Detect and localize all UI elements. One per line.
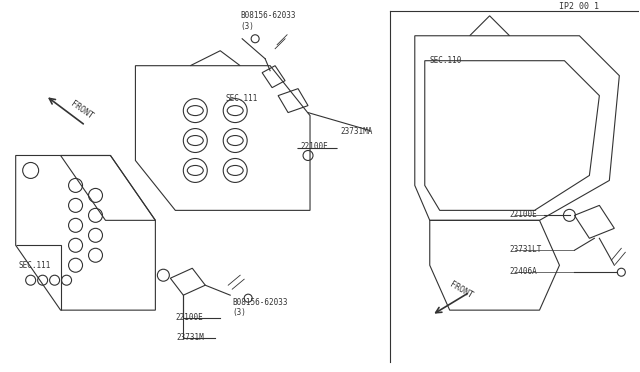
Text: SEC.110: SEC.110 [429, 56, 462, 65]
Text: 23731MA: 23731MA [340, 126, 372, 135]
Text: 23731M: 23731M [177, 333, 204, 342]
Text: B08156-62033
(3): B08156-62033 (3) [240, 12, 296, 31]
Text: 22100E: 22100E [300, 141, 328, 151]
Text: 23731LT: 23731LT [509, 245, 542, 254]
Text: SEC.111: SEC.111 [225, 94, 257, 103]
Text: IP2 00 1: IP2 00 1 [559, 2, 600, 11]
Text: 22100E: 22100E [509, 210, 538, 219]
Text: 22100E: 22100E [175, 313, 203, 322]
Text: 22406A: 22406A [509, 267, 538, 276]
Text: FRONT: FRONT [448, 280, 474, 300]
Text: SEC.111: SEC.111 [19, 261, 51, 270]
Text: B08156-62033
(3): B08156-62033 (3) [232, 298, 288, 317]
Text: FRONT: FRONT [68, 99, 94, 121]
